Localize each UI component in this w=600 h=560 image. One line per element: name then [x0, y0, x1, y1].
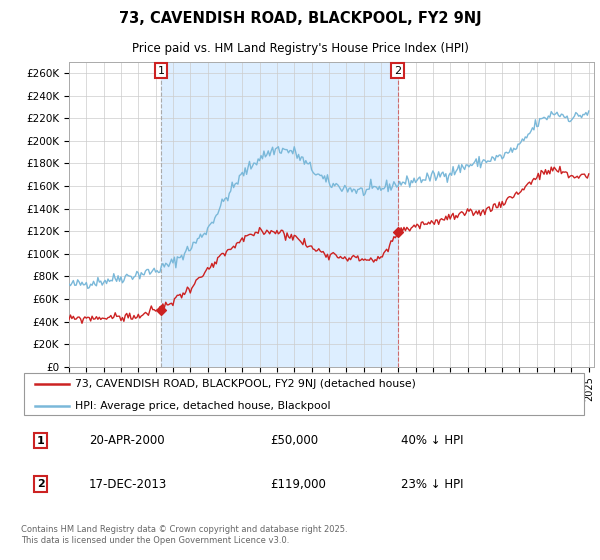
FancyBboxPatch shape — [24, 373, 584, 416]
Text: HPI: Average price, detached house, Blackpool: HPI: Average price, detached house, Blac… — [75, 401, 331, 410]
Text: 20-APR-2000: 20-APR-2000 — [89, 434, 164, 447]
Text: 2: 2 — [394, 66, 401, 76]
Point — [156, 306, 166, 315]
Text: £119,000: £119,000 — [271, 478, 326, 491]
Text: Price paid vs. HM Land Registry's House Price Index (HPI): Price paid vs. HM Land Registry's House … — [131, 42, 469, 55]
Text: 73, CAVENDISH ROAD, BLACKPOOL, FY2 9NJ: 73, CAVENDISH ROAD, BLACKPOOL, FY2 9NJ — [119, 11, 481, 26]
Text: £50,000: £50,000 — [271, 434, 319, 447]
Text: 2: 2 — [37, 479, 45, 489]
Text: 1: 1 — [157, 66, 164, 76]
Text: 23% ↓ HPI: 23% ↓ HPI — [401, 478, 463, 491]
Text: 73, CAVENDISH ROAD, BLACKPOOL, FY2 9NJ (detached house): 73, CAVENDISH ROAD, BLACKPOOL, FY2 9NJ (… — [75, 379, 416, 389]
Text: Contains HM Land Registry data © Crown copyright and database right 2025.
This d: Contains HM Land Registry data © Crown c… — [21, 525, 347, 545]
Bar — [161, 62, 398, 367]
Point — [393, 228, 403, 237]
Text: 1: 1 — [37, 436, 45, 446]
Text: 17-DEC-2013: 17-DEC-2013 — [89, 478, 167, 491]
Text: 40% ↓ HPI: 40% ↓ HPI — [401, 434, 463, 447]
